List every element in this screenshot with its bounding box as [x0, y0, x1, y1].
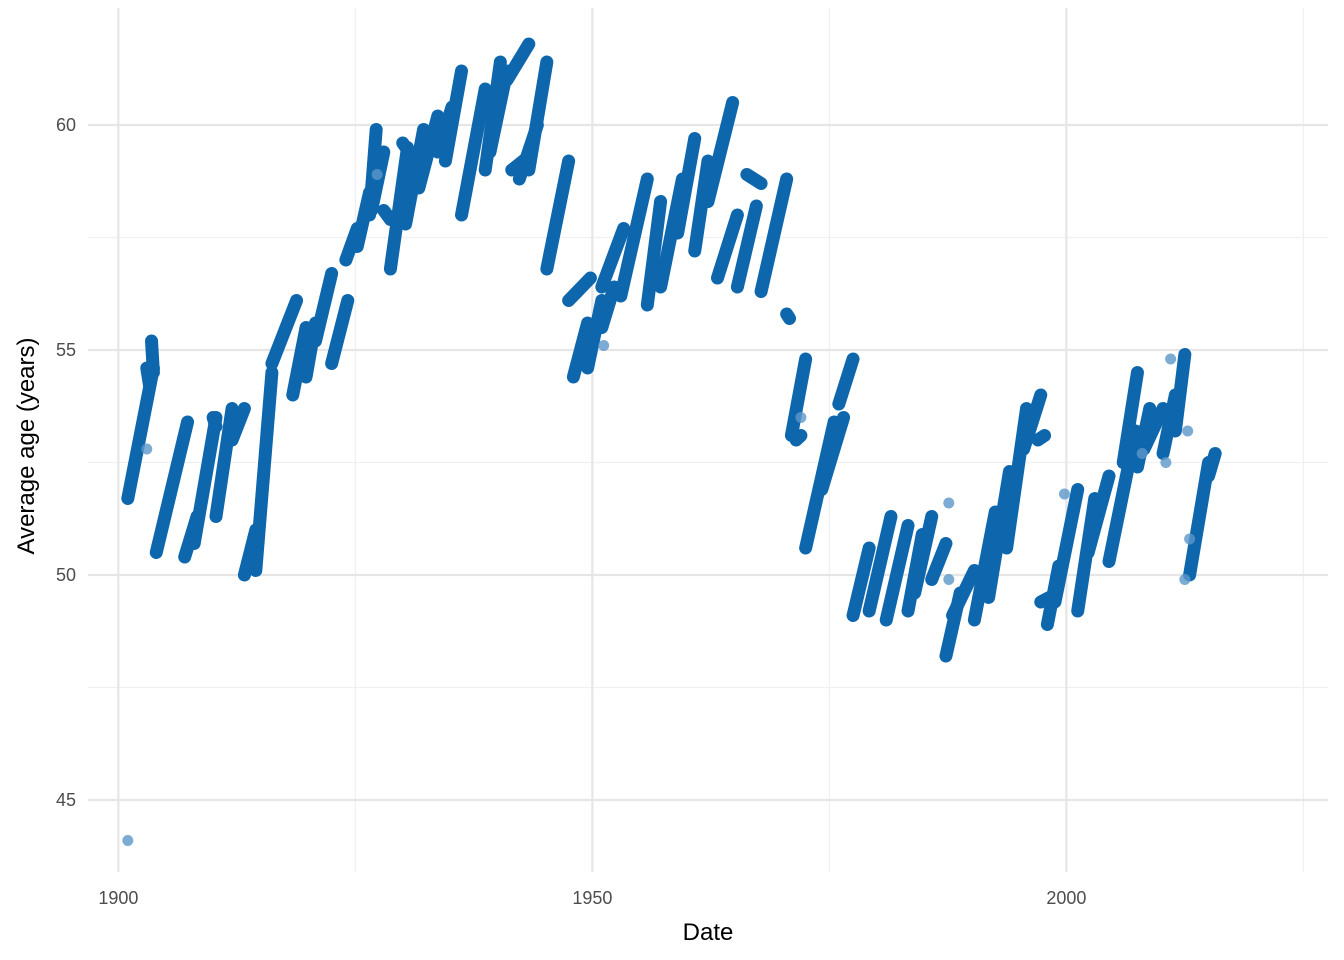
data-point-run	[1202, 447, 1222, 483]
y-tick-label: 60	[56, 115, 76, 135]
data-point-run	[1116, 366, 1144, 469]
data-point-run	[595, 280, 621, 334]
data-point-run	[925, 537, 953, 586]
data-point-run	[1031, 429, 1052, 447]
data-point-run	[325, 294, 355, 370]
data-point-run	[309, 267, 339, 348]
data-point-run	[879, 519, 915, 627]
data-point-run	[1048, 483, 1085, 609]
data-point-run	[780, 307, 797, 325]
data-point-run	[383, 141, 414, 276]
data-point	[795, 412, 807, 423]
x-tick-label: 1950	[572, 888, 612, 908]
data-point	[1058, 488, 1070, 500]
data-point-run	[1137, 402, 1170, 456]
data-point-run	[149, 415, 195, 559]
data-point-run	[740, 168, 768, 190]
data-point-run	[982, 465, 1016, 604]
data-point-run	[1017, 388, 1048, 456]
data-point-run	[249, 366, 279, 577]
data-point-run	[832, 352, 860, 411]
y-tick-label: 55	[56, 340, 76, 360]
data-point	[1179, 574, 1191, 585]
data-point-run	[364, 145, 391, 217]
data-point-run	[438, 64, 469, 168]
data-point	[943, 574, 955, 585]
data-point-run	[562, 271, 597, 307]
data-point-run	[967, 505, 1002, 627]
data-point-run	[581, 294, 609, 375]
data-point-run	[286, 321, 313, 402]
data-point-run	[671, 132, 702, 240]
data-point	[1182, 425, 1194, 437]
data-point-run	[522, 55, 554, 177]
data-point-run	[754, 172, 794, 298]
data-point-run	[209, 402, 239, 523]
data-point-run	[265, 294, 304, 370]
x-axis-title: Date	[683, 919, 734, 946]
data-point-run	[784, 352, 813, 442]
data-point-run	[815, 411, 851, 496]
x-axis-ticks: 1900 1950 2000	[98, 888, 1086, 908]
data-point-run	[500, 37, 536, 87]
data-point	[1165, 353, 1177, 365]
data-point-run	[412, 109, 445, 195]
data-point-run	[1168, 348, 1192, 438]
data-point-run	[566, 316, 595, 384]
data-point	[598, 340, 610, 351]
y-axis-ticks: 45 50 55 60	[56, 115, 76, 810]
data-point-run	[640, 195, 668, 312]
data-point-run	[455, 82, 492, 222]
data-point	[1160, 457, 1172, 468]
data-point-run	[688, 154, 715, 258]
data-point-run	[846, 541, 876, 622]
y-tick-label: 50	[56, 565, 76, 585]
data-point-run	[145, 334, 160, 379]
data-point-run	[206, 411, 223, 433]
data-point-run	[908, 510, 939, 600]
data-point	[1136, 448, 1148, 459]
data-point-run	[595, 222, 631, 294]
data-point	[943, 497, 955, 509]
data-point	[141, 443, 153, 455]
data-point-run	[701, 96, 740, 208]
data-point-run	[540, 154, 576, 276]
data-point	[122, 835, 134, 846]
data-point-run	[187, 411, 223, 550]
grid-lines	[88, 8, 1328, 872]
data-point-run	[225, 402, 251, 447]
x-tick-label: 2000	[1046, 888, 1086, 908]
data-point-run	[862, 510, 898, 618]
data-point-run	[399, 123, 431, 231]
data-point	[1184, 533, 1196, 545]
data-point-run	[710, 208, 744, 285]
x-tick-label: 1900	[98, 888, 138, 908]
data-point-run	[614, 172, 654, 303]
y-tick-label: 45	[56, 790, 76, 810]
data-point-run	[789, 429, 808, 447]
data-points	[121, 37, 1222, 846]
data-point	[371, 169, 383, 180]
y-axis-title: Average age (years)	[13, 337, 40, 554]
data-point-run	[377, 204, 397, 226]
data-point-run	[730, 199, 763, 294]
data-point-run	[1081, 469, 1116, 559]
data-point-run	[946, 564, 981, 622]
